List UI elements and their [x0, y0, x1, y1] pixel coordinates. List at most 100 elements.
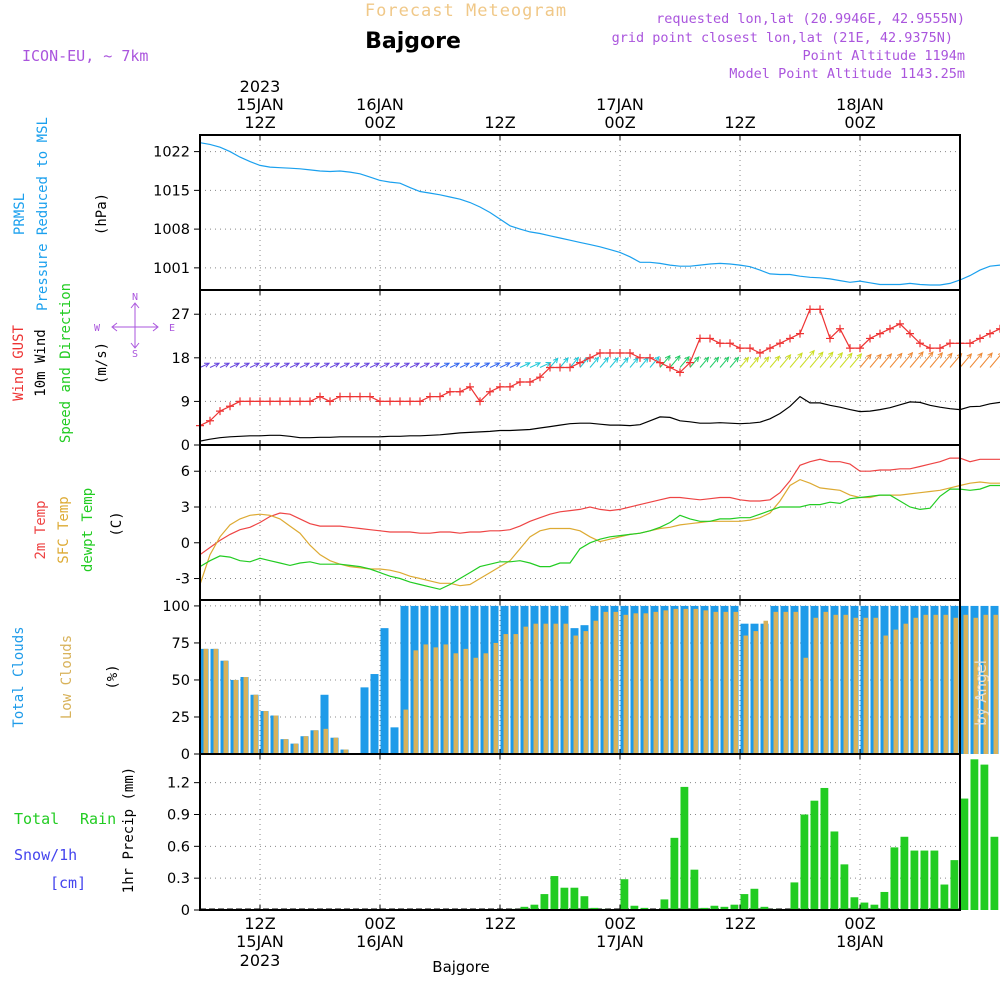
- wind-gust-marker: [346, 392, 354, 401]
- wind-10m-label: 10m Wind: [33, 329, 49, 396]
- wind-gust-marker: [716, 339, 724, 348]
- rain-bar: [800, 814, 809, 910]
- low-cloud-bar: [993, 614, 998, 754]
- rain-bar: [540, 894, 549, 910]
- wind-arrow-head: [494, 362, 501, 368]
- wind-arrow: [399, 362, 410, 368]
- wind-arrow: [779, 354, 791, 368]
- wind-unit: (m/s): [94, 342, 110, 384]
- low-cloud-bar: [793, 611, 798, 754]
- wind-gust-marker: [826, 334, 834, 343]
- chart-title: Forecast Meteogram: [365, 1, 567, 21]
- wind-arrow-head: [354, 362, 361, 368]
- low-cloud-bar: [233, 679, 238, 754]
- wind-arrow-head: [484, 362, 491, 368]
- wind-gust-marker: [426, 392, 434, 401]
- panel-frame: [199, 444, 961, 601]
- bottom-axis-date: 17JAN: [596, 932, 644, 951]
- wind-arrow: [259, 362, 270, 368]
- y-tick-label: 1.2: [167, 776, 190, 792]
- wind-arrow: [479, 362, 490, 368]
- top-axis-date: 16JAN: [356, 95, 404, 114]
- wind-gust-marker: [576, 358, 584, 367]
- rain-bar: [720, 906, 729, 910]
- y-tick-label: 0: [181, 438, 190, 454]
- wind-arrow-head: [573, 356, 580, 363]
- low-cloud-bar: [513, 634, 518, 754]
- rain-bar: [570, 887, 579, 910]
- wind-arrow-head: [694, 356, 700, 362]
- wind-arrow: [709, 357, 719, 368]
- low-cloud-bar: [613, 611, 618, 754]
- wind-arrow-head: [404, 362, 411, 368]
- low-cloud-bar: [223, 660, 228, 754]
- wind-arrow-head: [224, 362, 231, 368]
- pressure-labels: PRMSL Pressure Reduced to MSL (hPa): [12, 117, 110, 311]
- low-cloud-bar: [913, 617, 918, 754]
- wind-gust-marker: [886, 324, 894, 333]
- low-cloud-bar: [963, 614, 968, 754]
- wind-gust-marker: [906, 329, 914, 338]
- wind-arrow-head: [444, 362, 451, 368]
- wind-arrow-head: [214, 362, 221, 368]
- wind-arrow-head: [535, 362, 542, 367]
- wind-gust-marker: [486, 387, 494, 396]
- wind-gust-marker: [376, 397, 384, 406]
- wind-arrow: [669, 355, 681, 368]
- wind-arrow-head: [774, 355, 781, 362]
- wind-arrow: [689, 356, 700, 368]
- wind-arrow-head: [434, 362, 441, 368]
- low-cloud-bar: [343, 749, 348, 754]
- low-cloud-bar: [843, 614, 848, 754]
- rain-bar: [820, 787, 829, 910]
- rain-bar: [890, 847, 899, 910]
- rain-bar: [810, 800, 819, 910]
- rain-bar: [620, 879, 629, 910]
- low-cloud-bar: [643, 613, 648, 754]
- wind-arrow: [859, 354, 872, 368]
- location-title: Bajgore: [365, 29, 461, 54]
- wind-arrow: [459, 362, 470, 368]
- wind-gust-marker: [286, 397, 294, 406]
- wind-arrow: [619, 357, 629, 368]
- wind-gust-marker: [846, 344, 854, 353]
- low-cloud-bar: [623, 614, 628, 754]
- wind-10m-line: [199, 395, 1000, 442]
- wind-gust-marker: [626, 348, 634, 357]
- low-cloud-bar: [253, 694, 258, 754]
- wind-arrow: [299, 362, 310, 368]
- precip-labels: Total Rain Snow/1h [cm] 1hr Precip (mm): [14, 767, 137, 893]
- y-tick-label: 100: [162, 599, 190, 615]
- low-cloud-bar: [723, 611, 728, 754]
- rain-bar: [980, 764, 989, 910]
- wind-arrow-head: [294, 362, 301, 368]
- wind-arrow-head: [674, 355, 681, 361]
- wind-arrow: [979, 352, 993, 368]
- wind-gust-marker: [556, 363, 564, 372]
- rain-bar: [860, 902, 869, 910]
- cloud-labels: Total Clouds Low Clouds (%): [11, 626, 121, 727]
- wind-gust-marker: [706, 334, 714, 343]
- wind-gust-marker: [966, 339, 974, 348]
- wind-arrow: [419, 362, 430, 368]
- y-tick-label: 50: [172, 673, 190, 689]
- wind-speed-dir-label: Speed and Direction: [58, 283, 74, 443]
- low-cloud-bar: [553, 623, 558, 754]
- wind-arrow-head: [254, 362, 261, 368]
- wind-arrow: [639, 357, 649, 368]
- wind-arrow: [609, 357, 619, 368]
- wind-arrow: [869, 354, 882, 368]
- wind-arrow-head: [264, 362, 271, 368]
- wind-arrow-head: [966, 353, 973, 359]
- low-cloud-bar: [283, 739, 288, 754]
- wind-arrow-head: [424, 362, 431, 368]
- low-cloud-bar: [303, 736, 308, 754]
- rain-bar: [930, 850, 939, 910]
- low-cloud-bar: [893, 629, 898, 754]
- sfc-temp-line: [199, 478, 1000, 587]
- rain-bar: [680, 786, 689, 910]
- wind-arrow-head: [524, 362, 531, 368]
- wind-arrow: [199, 362, 210, 368]
- wind-arrow: [729, 357, 739, 368]
